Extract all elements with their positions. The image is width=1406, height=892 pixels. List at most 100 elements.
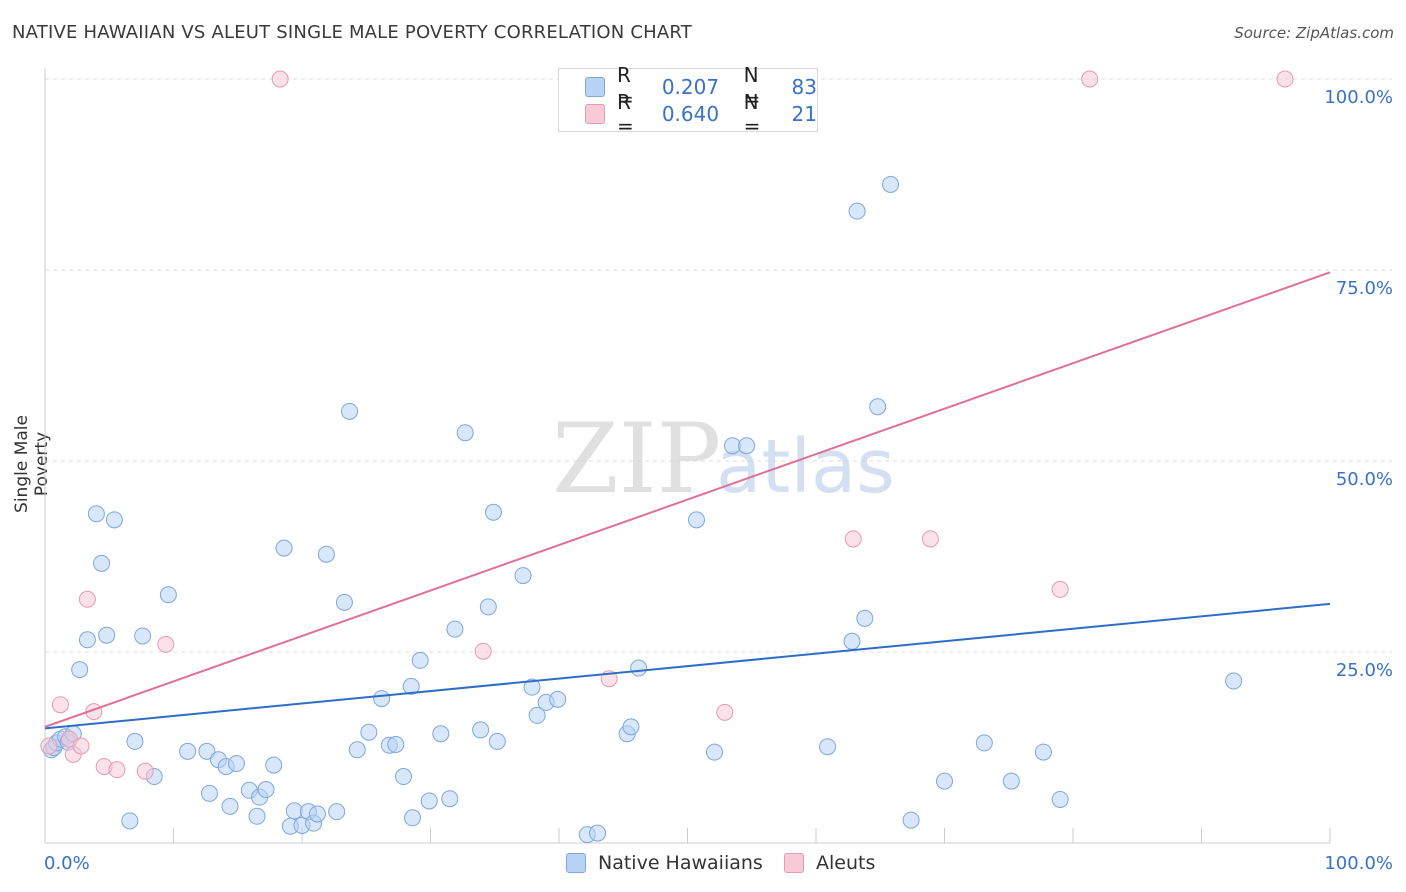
data-point-native-hawaiian bbox=[472, 721, 490, 739]
chart-title: NATIVE HAWAIIAN VS ALEUT SINGLE MALE POV… bbox=[12, 22, 692, 43]
data-point-native-hawaiian bbox=[441, 790, 459, 808]
data-point-native-hawaiian bbox=[341, 402, 359, 420]
data-point-aleut bbox=[72, 737, 90, 755]
data-point-native-hawaiian bbox=[198, 742, 216, 760]
data-point-native-hawaiian bbox=[257, 781, 275, 799]
regression-line-aleuts bbox=[44, 271, 1331, 728]
legend-n-value: 21 bbox=[791, 102, 817, 126]
watermark: ZIP atlas bbox=[552, 403, 895, 515]
regression-line-native-hawaiians bbox=[44, 602, 1331, 730]
data-point-native-hawaiian bbox=[738, 437, 756, 455]
data-point-native-hawaiian bbox=[227, 755, 245, 773]
data-point-native-hawaiian bbox=[975, 734, 993, 752]
legend-item-aleuts: Aleuts bbox=[784, 852, 875, 874]
data-point-native-hawaiian bbox=[882, 175, 900, 193]
data-point-aleut bbox=[1081, 70, 1099, 88]
gridlines bbox=[45, 78, 1392, 653]
data-point-native-hawaiian bbox=[404, 809, 422, 827]
data-point-native-hawaiian bbox=[1002, 772, 1020, 790]
data-point-native-hawaiian bbox=[456, 424, 474, 442]
watermark-atlas: atlas bbox=[716, 424, 895, 510]
legend-swatch-blue bbox=[566, 853, 586, 873]
tick-labels: 25.0% 50.0% 75.0% 100.0% 0.0% 100.0% bbox=[44, 87, 1393, 874]
data-point-native-hawaiian bbox=[265, 756, 283, 774]
x-tick-label: 100.0% bbox=[1324, 853, 1393, 874]
data-point-native-hawaiian bbox=[121, 812, 139, 830]
data-point-native-hawaiian bbox=[479, 598, 497, 616]
data-point-native-hawaiian bbox=[373, 690, 391, 708]
data-point-aleut bbox=[78, 590, 96, 608]
data-point-native-hawaiian bbox=[159, 586, 177, 604]
data-point-native-hawaiian bbox=[285, 802, 303, 820]
legend-label-native-hawaiians: Native Hawaiians bbox=[598, 852, 763, 874]
legend-label-aleuts: Aleuts bbox=[816, 852, 876, 874]
data-point-native-hawaiian bbox=[134, 627, 152, 645]
data-point-aleut bbox=[108, 761, 126, 779]
data-point-aleut bbox=[40, 737, 58, 755]
y-tick-label: 100.0% bbox=[1324, 87, 1393, 108]
data-point-native-hawaiian bbox=[420, 792, 438, 810]
data-point-native-hawaiian bbox=[93, 554, 111, 572]
y-tick-label: 50.0% bbox=[1336, 469, 1393, 490]
data-point-native-hawaiian bbox=[514, 567, 532, 585]
source-credit: Source: ZipAtlas.com bbox=[1234, 24, 1394, 42]
data-point-native-hawaiian bbox=[308, 805, 326, 823]
data-point-native-hawaiian bbox=[869, 398, 887, 416]
data-point-native-hawaiian bbox=[248, 807, 266, 825]
y-tick-label: 25.0% bbox=[1336, 660, 1393, 681]
regression-lines bbox=[44, 271, 1331, 730]
data-point-aleut bbox=[474, 642, 492, 660]
data-point-native-hawaiian bbox=[723, 437, 741, 455]
data-point-aleut bbox=[716, 703, 734, 721]
data-point-native-hawaiian bbox=[843, 632, 861, 650]
data-point-native-hawaiian bbox=[317, 545, 335, 563]
legend-swatch-pink bbox=[784, 853, 804, 873]
data-point-native-hawaiian bbox=[705, 743, 723, 761]
data-point-aleut bbox=[1276, 70, 1294, 88]
data-point-native-hawaiian bbox=[275, 539, 293, 557]
data-point-aleut bbox=[1051, 580, 1069, 598]
legend-row-aleuts: R = 0.640 N = 21 bbox=[585, 90, 817, 138]
data-point-native-hawaiian bbox=[87, 505, 105, 523]
legend-r-value: 0.207 bbox=[661, 75, 720, 99]
data-point-native-hawaiian bbox=[549, 690, 567, 708]
data-point-aleut bbox=[51, 696, 69, 714]
data-point-native-hawaiian bbox=[630, 659, 648, 677]
data-point-native-hawaiian bbox=[936, 772, 953, 790]
data-point-aleut bbox=[844, 530, 862, 548]
data-point-native-hawaiian bbox=[848, 202, 866, 220]
legend-n-value: 83 bbox=[791, 75, 817, 99]
data-point-native-hawaiian bbox=[528, 706, 546, 724]
data-point-native-hawaiian bbox=[523, 678, 541, 696]
legend-row-native-hawaiians: R = 0.207 N = 83 bbox=[585, 63, 817, 111]
correlation-legend: R = 0.207 N = 83 R = 0.640 N = 21 bbox=[558, 63, 818, 138]
data-point-native-hawaiian bbox=[98, 626, 116, 644]
data-point-native-hawaiian bbox=[411, 651, 429, 669]
legend-swatch-pink bbox=[585, 104, 605, 124]
data-point-native-hawaiian bbox=[335, 593, 353, 611]
series-aleuts bbox=[40, 70, 1294, 780]
series-native-hawaiians bbox=[42, 175, 1243, 844]
data-point-native-hawaiian bbox=[484, 503, 502, 521]
data-point-aleut bbox=[136, 762, 154, 780]
data-point-native-hawaiian bbox=[1034, 743, 1052, 761]
data-point-native-hawaiian bbox=[328, 803, 346, 821]
data-point-native-hawaiian bbox=[71, 661, 89, 679]
data-point-native-hawaiian bbox=[1051, 790, 1069, 808]
legend-r-label: R = bbox=[616, 90, 634, 138]
legend-item-native-hawaiians: Native Hawaiians bbox=[566, 852, 763, 874]
watermark-zip: ZIP bbox=[552, 403, 721, 515]
data-point-native-hawaiian bbox=[432, 725, 450, 743]
data-point-native-hawaiian bbox=[179, 742, 197, 760]
legend-n-label: N = bbox=[743, 90, 761, 138]
series-legend: Native Hawaiians Aleuts bbox=[0, 852, 1406, 878]
data-point-native-hawaiian bbox=[200, 784, 218, 802]
data-point-native-hawaiian bbox=[687, 511, 705, 529]
legend-r-label: R = bbox=[616, 63, 634, 111]
data-point-aleut bbox=[157, 635, 175, 653]
data-point-native-hawaiian bbox=[1225, 672, 1243, 690]
legend-r-value: 0.640 bbox=[661, 102, 720, 126]
data-point-native-hawaiian bbox=[856, 609, 874, 627]
data-point-native-hawaiian bbox=[589, 824, 607, 842]
